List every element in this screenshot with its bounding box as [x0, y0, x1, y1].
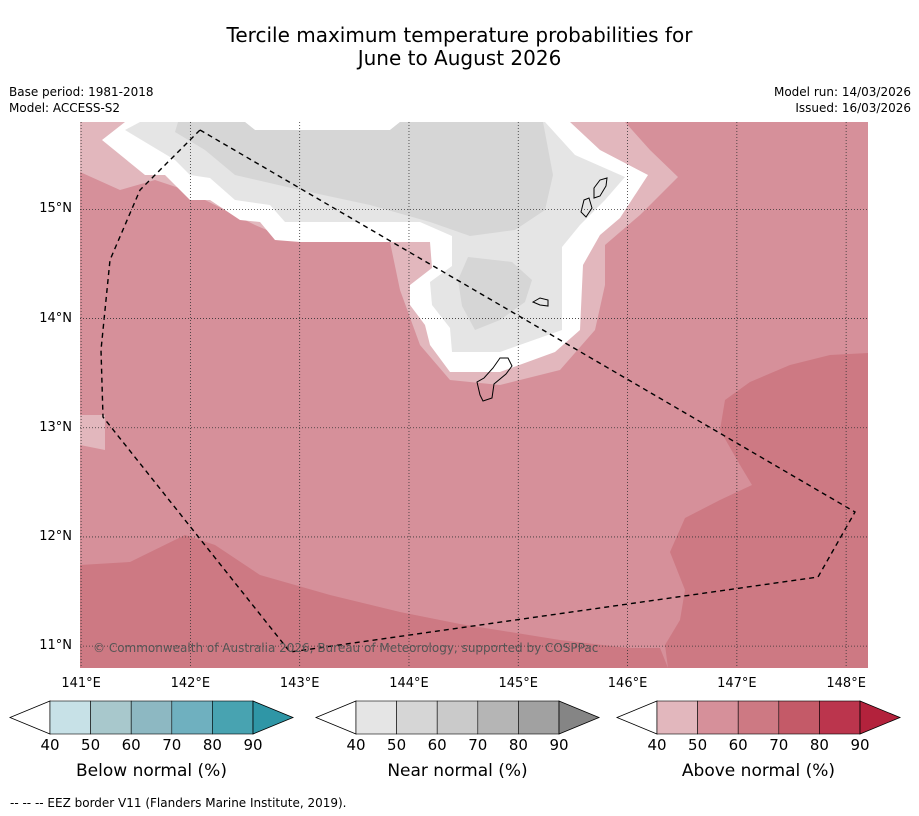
- model-run-label: Model run: 14/03/2026: [773, 85, 911, 99]
- colorbar-tick-label: 50: [688, 736, 708, 754]
- longitude-tick-label: 142°E: [170, 676, 211, 691]
- colorbar-tick-label: 50: [387, 736, 407, 754]
- model-label: Model: ACCESS-S2: [9, 101, 121, 115]
- colorbar-tick-label: 80: [202, 736, 222, 754]
- above-normal-60-70-east-region: [665, 353, 868, 668]
- rota-island-outline: [531, 297, 549, 307]
- colorbar-tick-label: 60: [728, 736, 748, 754]
- page-title-line-2: June to August 2026: [357, 46, 562, 70]
- colorbar-tick-label: 70: [468, 736, 488, 754]
- colorbar-tick-label: 70: [769, 736, 789, 754]
- longitude-tick-label: 146°E: [607, 676, 648, 691]
- colorbar-tick-label: 40: [647, 736, 667, 754]
- colorbar-title: Below normal (%): [76, 761, 227, 781]
- latitude-tick-label: 11°N: [39, 638, 72, 654]
- no-dominant-tercile-north-patch: [245, 122, 400, 130]
- latitude-tick-label: 12°N: [39, 528, 72, 544]
- above-normal-60-70-southwest-region: [80, 535, 668, 668]
- tinian-island-outline: [580, 197, 593, 218]
- longitude-tick-label: 144°E: [389, 676, 429, 691]
- colorbar-tick-label: 90: [243, 736, 263, 754]
- longitude-tick-label: 143°E: [279, 676, 320, 691]
- issued-label: Issued: 16/03/2026: [795, 101, 911, 115]
- above-normal-40-50-west-patch: [80, 415, 105, 450]
- longitude-tick-label: 145°E: [498, 676, 539, 691]
- latitude-tick-label: 13°N: [39, 419, 72, 435]
- page-title-line-1: Tercile maximum temperature probabilitie…: [226, 23, 693, 47]
- colorbar-tick-label: 80: [809, 736, 829, 754]
- guam-island-outline: [476, 357, 513, 402]
- saipan-island-outline: [593, 177, 608, 199]
- colorbar-tick-label: 80: [508, 736, 528, 754]
- longitude-tick-label: 147°E: [717, 676, 757, 691]
- eez-footnote: -- -- -- EEZ border V11 (Flanders Marine…: [10, 796, 347, 810]
- eez-border-line: [100, 129, 856, 653]
- colorbar-tick-label: 40: [346, 736, 366, 754]
- near-normal-50-60-north-region: [175, 122, 553, 236]
- longitude-tick-label: 141°E: [61, 676, 101, 691]
- longitude-tick-label: 148°E: [826, 676, 866, 691]
- colorbar-tick-label: 60: [121, 736, 141, 754]
- colorbar-tick-label: 50: [81, 736, 101, 754]
- base-period-label: Base period: 1981-2018: [9, 85, 154, 99]
- colorbar-tick-label: 90: [850, 736, 870, 754]
- map-gridlines: [80, 122, 868, 668]
- latitude-tick-label: 15°N: [39, 201, 72, 217]
- near-normal-50-60-central-patch: [458, 257, 532, 330]
- colorbar-tick-label: 40: [40, 736, 60, 754]
- copyright-notice: © Commonwealth of Australia 2026, Bureau…: [93, 641, 599, 655]
- latitude-tick-label: 14°N: [39, 310, 72, 326]
- colorbar-title: Above normal (%): [681, 761, 836, 781]
- colorbar-tick-label: 60: [427, 736, 447, 754]
- colorbar-title: Near normal (%): [387, 761, 528, 781]
- colorbar-tick-label: 90: [549, 736, 569, 754]
- colorbar-tick-label: 70: [162, 736, 182, 754]
